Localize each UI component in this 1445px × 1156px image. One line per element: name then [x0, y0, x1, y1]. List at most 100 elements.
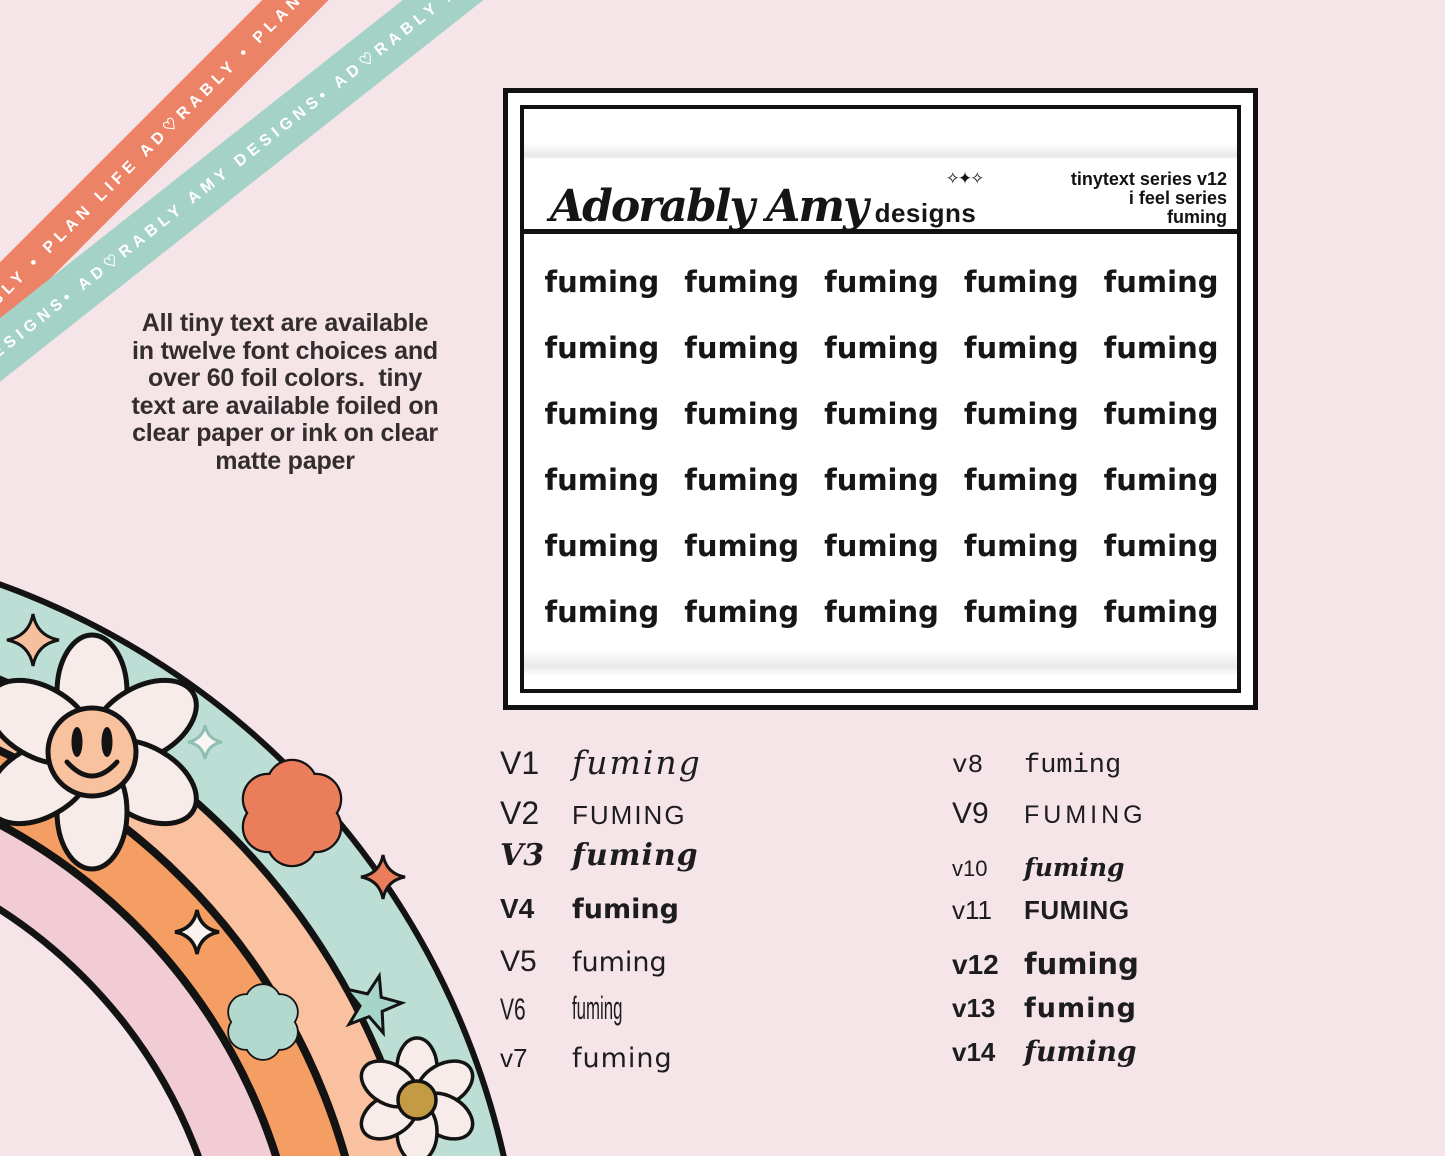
sticker-word: fuming	[544, 265, 660, 299]
availability-description: All tiny text are available in twelve fo…	[55, 309, 515, 475]
sticker-word: fuming	[1103, 463, 1219, 497]
sticker-word: fuming	[544, 397, 660, 431]
version-sample: fuming	[1024, 853, 1125, 882]
version-sample: FUMING	[1024, 895, 1130, 925]
brand-logo-script: Adorably Amy	[550, 181, 869, 232]
version-sample: fuming	[1024, 993, 1137, 1024]
font-version-row: v14 fuming	[952, 1035, 1137, 1068]
font-version-row: v10 fuming	[952, 853, 1125, 882]
retro-rainbow-illustration	[0, 581, 507, 1156]
version-sample: fuming	[572, 838, 699, 873]
version-label: v8	[952, 750, 984, 780]
brand-logo-word: designs	[874, 197, 977, 228]
sheet-meta: tinytext series v12 i feel series fuming	[1071, 170, 1227, 229]
version-sample: fuming	[1024, 1035, 1137, 1068]
font-version-row: V2 FUMING	[500, 795, 687, 832]
sticker-word: fuming	[544, 331, 660, 365]
sticker-word: fuming	[963, 265, 1079, 299]
sticker-word: fuming	[1103, 331, 1219, 365]
version-label: v14	[952, 1037, 996, 1067]
version-sample: fuming	[572, 743, 702, 782]
star-icon	[342, 971, 407, 1038]
sticker-word: fuming	[684, 397, 800, 431]
version-label: V1	[500, 745, 540, 781]
series-line: i feel series	[1128, 188, 1227, 208]
font-version-row: V3 fuming	[500, 838, 699, 873]
sticker-word: fuming	[684, 463, 800, 497]
sticker-word: fuming	[963, 529, 1079, 563]
version-label: V9	[952, 797, 989, 830]
sticker-word: fuming	[824, 463, 939, 497]
sparkle-icon	[360, 854, 406, 900]
version-label: v7	[500, 1043, 528, 1073]
font-version-row: v12 fuming	[952, 947, 1139, 981]
version-sample: fuming	[572, 947, 667, 978]
sticker-word: fuming	[544, 529, 660, 563]
sticker-word: fuming	[1103, 397, 1219, 431]
version-label: V5	[500, 945, 537, 978]
version-label: v13	[952, 993, 996, 1023]
header-divider-rule	[524, 229, 1237, 234]
sticker-word: fuming	[544, 463, 660, 497]
sticker-word: fuming	[824, 331, 939, 365]
font-version-row: v11 FUMING	[952, 895, 1130, 926]
version-label: V4	[500, 893, 535, 924]
sticker-word: fuming	[824, 595, 939, 629]
font-version-row: V5 fuming	[500, 945, 667, 979]
sticker-word: fuming	[963, 463, 1079, 497]
font-version-row: v7 fuming	[500, 1043, 673, 1074]
description-line: text are available foiled on	[131, 391, 439, 420]
daisy-smiley-icon	[0, 632, 199, 872]
series-line: fuming	[1167, 207, 1227, 227]
sticker-word: fuming	[963, 331, 1079, 365]
font-version-row: V4 fuming	[500, 893, 679, 925]
sticker-word: fuming	[963, 595, 1079, 629]
sparkles-icon: ✧✦✧	[945, 169, 985, 188]
sheet-bottom-edge-shading	[524, 652, 1237, 676]
sticker-sheet-panel: Adorably Amy designs ✧✦✧ tinytext series…	[503, 88, 1258, 710]
description-line: over 60 foil colors. tiny	[147, 364, 423, 392]
version-label: v10	[952, 856, 988, 881]
teal-flower-icon	[227, 983, 299, 1061]
version-sample: fuming	[572, 1043, 673, 1074]
version-label: v12	[952, 949, 999, 980]
description-line: All tiny text are available	[141, 309, 429, 337]
font-versions-left-column: V1 fuming V2 FUMING V3 fuming V4 fuming …	[500, 735, 900, 1105]
coral-flower-icon	[241, 758, 343, 868]
sticker-word: fuming	[1103, 529, 1219, 563]
description-line: in twelve font choices and	[132, 336, 438, 365]
sticker-word: fuming	[824, 265, 939, 299]
sticker-word: fuming	[824, 529, 939, 563]
sticker-word: fuming	[684, 595, 800, 629]
description-line: clear paper or ink on clear	[132, 419, 438, 447]
sticker-word: fuming	[684, 265, 800, 299]
font-version-row: v8 fuming	[952, 750, 1121, 781]
version-label: v11	[952, 895, 992, 925]
font-version-row: V6 fuming	[500, 990, 656, 1027]
sticker-word: fuming	[684, 331, 800, 365]
sticker-word: fuming	[544, 595, 660, 629]
version-label: V3	[500, 838, 545, 873]
version-sample: fuming	[1024, 751, 1122, 781]
daisy-gold-icon	[359, 1036, 475, 1156]
sparkle-icon	[174, 909, 220, 955]
font-version-row: V1 fuming	[500, 743, 702, 782]
version-sample: FUMING	[1024, 801, 1147, 829]
font-versions-right-column: v8 fuming V9 FUMING v10 fuming v11 FUMIN…	[952, 735, 1352, 1105]
font-version-row: v13 fuming	[952, 993, 1137, 1024]
version-sample: fuming	[572, 894, 679, 925]
sticker-word: fuming	[1103, 265, 1219, 299]
font-version-row: V9 FUMING	[952, 797, 1147, 831]
sparkle-icon	[187, 724, 223, 760]
series-line: tinytext series v12	[1070, 169, 1227, 189]
sticker-sheet-inner: Adorably Amy designs ✧✦✧ tinytext series…	[520, 105, 1241, 693]
sticker-word-grid: fuming fuming fuming fuming fuming fumin…	[532, 249, 1231, 645]
sticker-word: fuming	[684, 529, 800, 563]
version-sample: fuming	[1024, 947, 1139, 981]
version-sample: FUMING	[572, 800, 687, 830]
sheet-top-edge-shading	[524, 143, 1237, 159]
version-label: V2	[500, 795, 540, 831]
description-line: matte paper	[215, 446, 355, 475]
version-sample: fuming	[572, 990, 623, 1026]
